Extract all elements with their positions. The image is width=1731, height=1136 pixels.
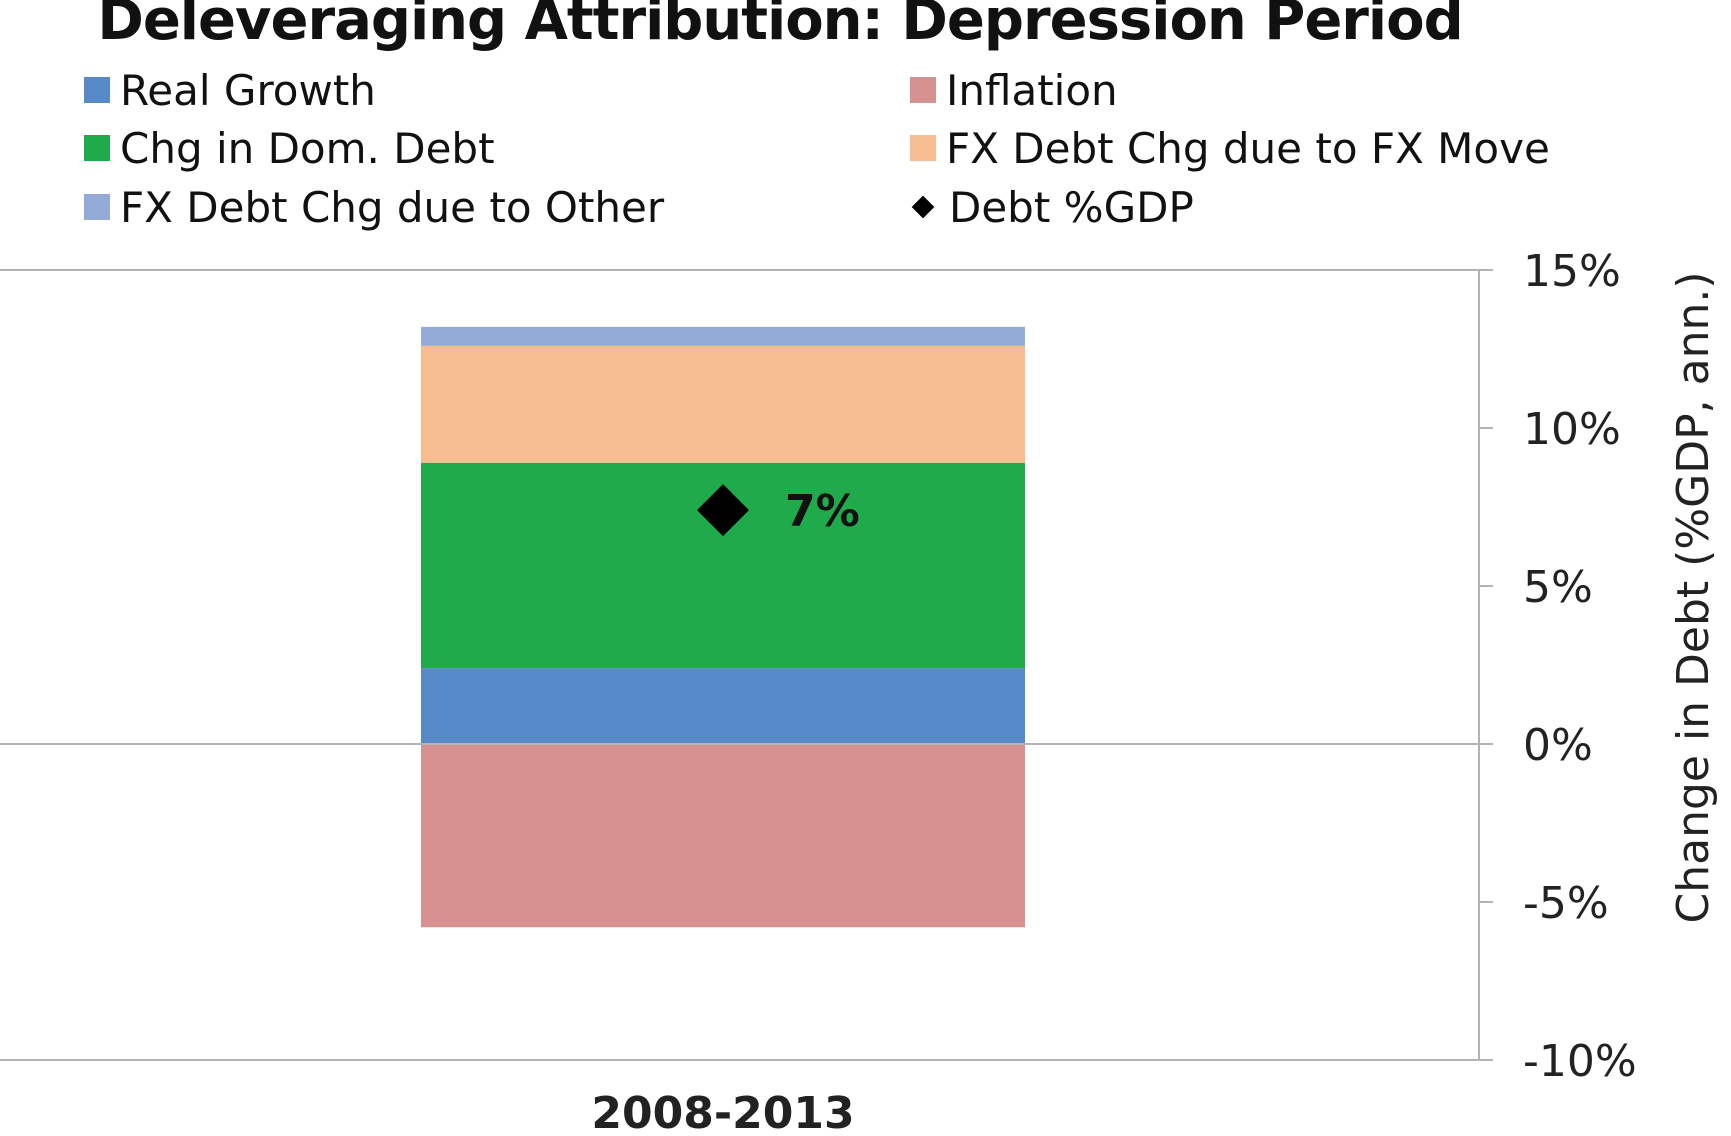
bar-segment xyxy=(421,326,1025,346)
y-tick-label: -10% xyxy=(1523,1036,1637,1087)
legend-item-fx-other: FX Debt Chg due to Other xyxy=(84,177,664,237)
x-category-label: 2008-2013 xyxy=(591,1088,854,1136)
legend-swatch xyxy=(84,194,110,220)
y-tick-label: -5% xyxy=(1523,878,1609,929)
legend-item-dom-debt: Chg in Dom. Debt xyxy=(84,118,495,178)
bar-segment xyxy=(421,345,1025,463)
legend-label: Chg in Dom. Debt xyxy=(120,123,495,173)
y-axis-title: Change in Debt (%GDP, ann.) xyxy=(1668,271,1719,923)
y-tick-label: 5% xyxy=(1523,562,1593,613)
bar-segment xyxy=(421,744,1025,928)
legend-swatch xyxy=(910,135,936,161)
debt-gdp-data-label: 7% xyxy=(785,486,860,537)
legend-label: Real Growth xyxy=(120,65,376,115)
debt-gdp-marker xyxy=(697,484,749,537)
chart-title: Deleveraging Attribution: Depression Per… xyxy=(97,0,1463,53)
bar-segment xyxy=(421,668,1025,744)
legend-swatch xyxy=(84,135,110,161)
y-tick-label: 10% xyxy=(1523,404,1621,455)
y-tick-label: 15% xyxy=(1523,246,1621,297)
legend-label: FX Debt Chg due to FX Move xyxy=(946,123,1550,173)
legend-swatch xyxy=(910,77,936,103)
legend-label: FX Debt Chg due to Other xyxy=(120,182,665,232)
legend-swatch xyxy=(84,77,110,103)
legend-label: Inflation xyxy=(946,65,1118,115)
legend-item-real-growth: Real Growth xyxy=(84,60,376,120)
legend-item-debt-gdp: Debt %GDP xyxy=(910,177,1194,237)
y-tick-label: 0% xyxy=(1523,720,1593,771)
legend-item-fx-move: FX Debt Chg due to FX Move xyxy=(910,118,1550,178)
legend-label: Debt %GDP xyxy=(949,182,1194,232)
legend-item-inflation: Inflation xyxy=(910,60,1118,120)
